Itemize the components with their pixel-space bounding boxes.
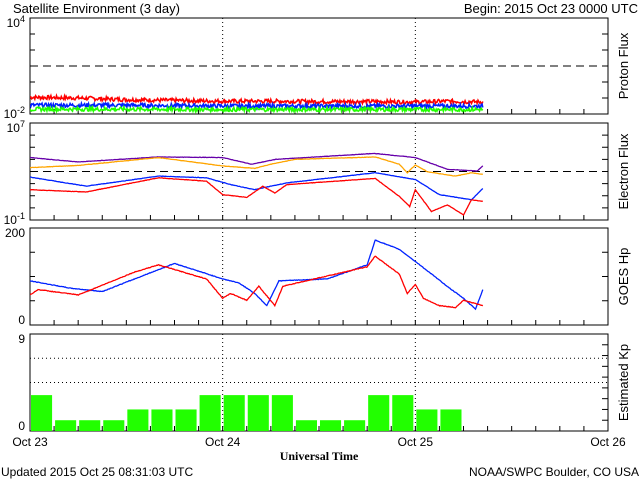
tick-base: 10: [7, 16, 21, 30]
series-green: [30, 104, 484, 114]
tick-exponent: 4: [20, 14, 25, 24]
y-tick-label-top: 104: [7, 14, 25, 30]
kp-bar: [368, 395, 390, 431]
x-tick-label: Oct 23: [12, 435, 48, 449]
x-axis-label: Universal Time: [280, 449, 359, 463]
series-blue: [30, 171, 484, 201]
kp-bar: [320, 420, 342, 431]
kp-bar: [79, 420, 101, 431]
kp-bar: [344, 420, 366, 431]
y-axis-label: GOES Hp: [616, 248, 631, 306]
series-red: [30, 255, 484, 309]
updated-time: Updated 2015 Oct 25 08:31:03 UTC: [1, 465, 193, 479]
y-tick-label-top: 9: [18, 332, 25, 346]
kp-bar: [151, 409, 173, 431]
credit: NOAA/SWPC Boulder, CO USA: [469, 465, 639, 479]
y-tick-label-top: 200: [5, 226, 25, 240]
series-blue: [30, 239, 484, 311]
series-red: [30, 92, 484, 107]
x-tick-label: Oct 25: [398, 435, 434, 449]
y-axis-label: Electron Flux: [616, 133, 631, 209]
kp-bar: [175, 409, 197, 431]
x-tick-label: Oct 24: [205, 435, 241, 449]
tick-base: 10: [7, 121, 21, 135]
tick-exponent: -2: [17, 105, 25, 115]
series-red: [30, 177, 483, 216]
tick-exponent: 7: [20, 119, 25, 129]
begin-time: Begin: 2015 Oct 23 0000 UTC: [464, 1, 638, 16]
kp-bar: [31, 395, 53, 431]
y-tick-label-bottom: 0: [18, 419, 25, 433]
kp-bar: [271, 395, 293, 431]
y-tick-label-bottom: 10-2: [4, 105, 25, 121]
kp-bar: [55, 420, 77, 431]
panel-frame: [29, 227, 609, 326]
kp-bar: [247, 395, 269, 431]
kp-bar: [103, 420, 125, 431]
kp-bar: [127, 409, 149, 431]
series-orange: [30, 156, 483, 177]
panel-goes-hp: 200 0 GOES Hp: [5, 226, 631, 327]
kp-bar: [199, 395, 221, 431]
series-purple: [30, 152, 484, 172]
tick-exponent: -1: [17, 211, 25, 221]
kp-bar: [392, 395, 414, 431]
tick-base: 10: [4, 107, 18, 121]
y-tick-label-top: 107: [7, 119, 25, 135]
kp-bar: [440, 409, 462, 431]
kp-bar: [416, 409, 438, 431]
y-tick-label-bottom: 0: [18, 313, 25, 327]
y-axis-label: Proton Flux: [616, 32, 631, 99]
kp-bar: [295, 420, 317, 431]
x-tick-label: Oct 26: [590, 435, 626, 449]
kp-bar: [223, 395, 245, 431]
chart-title: Satellite Environment (3 day): [13, 1, 180, 16]
y-axis-label: Estimated Kp: [616, 344, 631, 421]
tick-base: 10: [4, 213, 18, 227]
panel-estimated-kp: 9 0 Estimated Kp: [18, 332, 631, 433]
y-tick-label-bottom: 10-1: [4, 211, 25, 227]
